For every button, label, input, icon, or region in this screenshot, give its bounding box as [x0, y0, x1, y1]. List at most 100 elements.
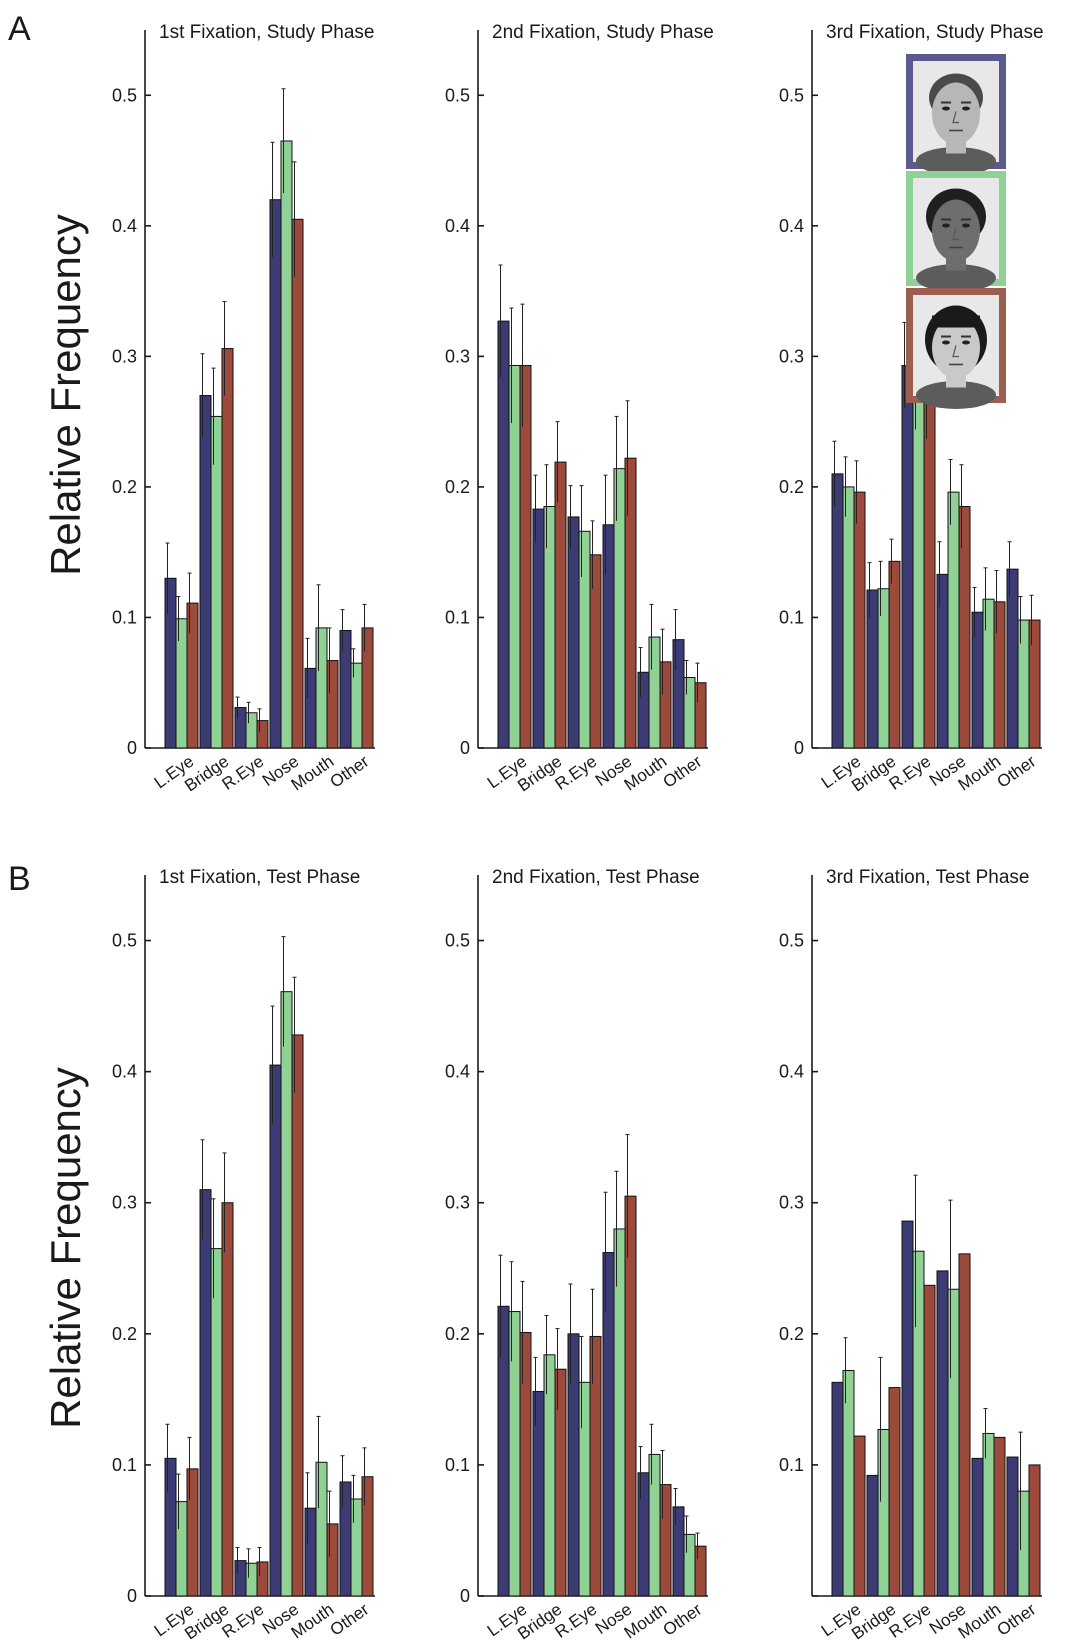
bar-series-1-mouth	[304, 1507, 317, 1597]
bar-series-3-reye	[256, 1561, 269, 1597]
bar-series-1-mouth	[304, 667, 317, 749]
bar-series-2-bridge	[877, 588, 890, 749]
bar-series-3-nose	[624, 457, 637, 749]
bar-series-1-mouth	[971, 611, 984, 749]
bar-series-2-reye	[245, 1562, 258, 1597]
y-tick-label: 0.3	[445, 1193, 470, 1213]
y-tick-label: 0.2	[779, 477, 804, 497]
bar-series-3-mouth	[993, 1436, 1006, 1597]
bar-series-3-mouth	[326, 1523, 339, 1597]
bar-series-2-leye	[175, 618, 188, 749]
chart-1: 1st Fixation, Study Phase 0 0.1 0.2 0.3 0.4 0.…	[112, 22, 375, 795]
bar-series-3-bridge	[221, 348, 234, 749]
y-tick-label: 0.5	[779, 931, 804, 951]
bar-series-1-bridge	[866, 1474, 879, 1597]
bar-series-2-bridge	[543, 505, 556, 749]
bar-series-1-nose	[602, 1252, 615, 1597]
y-tick-label: 0.4	[112, 216, 137, 236]
bar-series-2-mouth	[982, 1432, 995, 1597]
bar-series-2-mouth	[648, 636, 661, 749]
bar-series-1-nose	[936, 1270, 949, 1597]
y-tick-label: 0.4	[779, 216, 804, 236]
bar-series-2-mouth	[982, 598, 995, 749]
y-tick-label: 0	[460, 1586, 470, 1606]
y-tick-label: 0.3	[779, 1193, 804, 1213]
face-photo-asian-male-icon	[906, 288, 1006, 409]
bar-series-3-reye	[589, 1335, 602, 1597]
bar-series-2-nose	[613, 468, 626, 749]
bar-series-1-reye	[901, 1220, 914, 1597]
bar-series-2-mouth	[315, 1461, 328, 1597]
bar-series-1-other	[1006, 1456, 1019, 1597]
bar-series-3-bridge	[221, 1202, 234, 1597]
bar-series-3-nose	[958, 1253, 971, 1597]
x-tick-label: Other	[994, 752, 1040, 792]
y-tick-label: 0.5	[445, 85, 470, 105]
bar-series-3-reye	[589, 554, 602, 749]
face-shoulders	[916, 147, 996, 175]
chart-panels: 1st Fixation, Study Phase 0 0.1 0.2 0.3 0.4 0.…	[112, 22, 1044, 1643]
bar-series-1-nose	[602, 524, 615, 749]
chart-title: 2nd Fixation, Study Phase	[492, 22, 714, 43]
chart-2: 2nd Fixation, Study Phase 0 0.1 0.2 0.3 0.4 0.…	[445, 22, 714, 795]
y-axis-label-row-b: Relative Frequency	[42, 1067, 89, 1429]
panel-label-a: A	[8, 10, 31, 48]
y-tick-label: 0.5	[445, 931, 470, 951]
bar-series-2-bridge	[543, 1354, 556, 1597]
bar-series-2-other	[350, 1498, 363, 1597]
y-tick-label: 0.5	[779, 85, 804, 105]
bar-series-2-leye	[842, 1370, 855, 1597]
chart-5: 2nd Fixation, Test Phase 0 0.1 0.2 0.3 0.4 0.5…	[445, 867, 708, 1643]
bar-series-1-reye	[901, 365, 914, 749]
bar-series-3-mouth	[326, 660, 339, 749]
face-photo-african-female-icon	[906, 171, 1006, 292]
bar-series-2-other	[1017, 1490, 1030, 1597]
bar-series-2-nose	[280, 140, 293, 749]
bar-series-2-other	[1017, 619, 1030, 749]
chart-title: 1st Fixation, Test Phase	[159, 867, 360, 888]
face-eye-right	[962, 106, 970, 111]
y-tick-label: 0.2	[445, 1324, 470, 1344]
bar-series-3-mouth	[659, 1484, 672, 1597]
bar-series-3-leye	[186, 1468, 199, 1597]
y-tick-label: 0.1	[445, 607, 470, 627]
y-tick-label: 0.4	[779, 1062, 804, 1082]
bar-series-3-other	[361, 1476, 374, 1597]
bar-series-3-other	[694, 1545, 707, 1597]
bar-series-3-mouth	[993, 601, 1006, 749]
y-tick-label: 0.1	[445, 1455, 470, 1475]
bar-series-3-reye	[256, 720, 269, 749]
y-tick-label: 0.1	[112, 1455, 137, 1475]
y-tick-label: 0	[127, 738, 137, 758]
y-tick-label: 0.5	[112, 931, 137, 951]
y-tick-label: 0.5	[112, 85, 137, 105]
bar-series-2-bridge	[877, 1429, 890, 1597]
bar-series-1-bridge	[532, 508, 545, 749]
y-tick-label: 0.3	[445, 346, 470, 366]
y-tick-label: 0	[127, 1586, 137, 1606]
face-nose	[952, 345, 959, 358]
bar-series-3-leye	[853, 1435, 866, 1597]
bar-series-1-nose	[269, 1064, 282, 1597]
y-tick-label: 0.1	[112, 607, 137, 627]
bar-series-1-bridge	[199, 1189, 212, 1597]
bar-series-2-other	[683, 1533, 696, 1597]
y-tick-label: 0.3	[779, 346, 804, 366]
chart-title: 1st Fixation, Study Phase	[159, 22, 374, 43]
bar-series-3-reye	[923, 402, 936, 749]
bar-series-2-leye	[508, 365, 521, 749]
bar-series-3-other	[361, 627, 374, 749]
bar-series-1-bridge	[866, 589, 879, 749]
bar-series-1-other	[1006, 568, 1019, 749]
bar-series-1-mouth	[971, 1457, 984, 1597]
bar-series-3-leye	[186, 602, 199, 749]
bar-series-3-leye	[519, 365, 532, 749]
bar-series-3-reye	[923, 1284, 936, 1597]
x-tick-label: Other	[660, 1600, 706, 1640]
y-tick-label: 0.3	[112, 1193, 137, 1213]
bar-series-1-mouth	[637, 1472, 650, 1597]
bar-series-3-other	[694, 682, 707, 749]
y-tick-label: 0.2	[445, 477, 470, 497]
bar-series-3-bridge	[888, 560, 901, 749]
